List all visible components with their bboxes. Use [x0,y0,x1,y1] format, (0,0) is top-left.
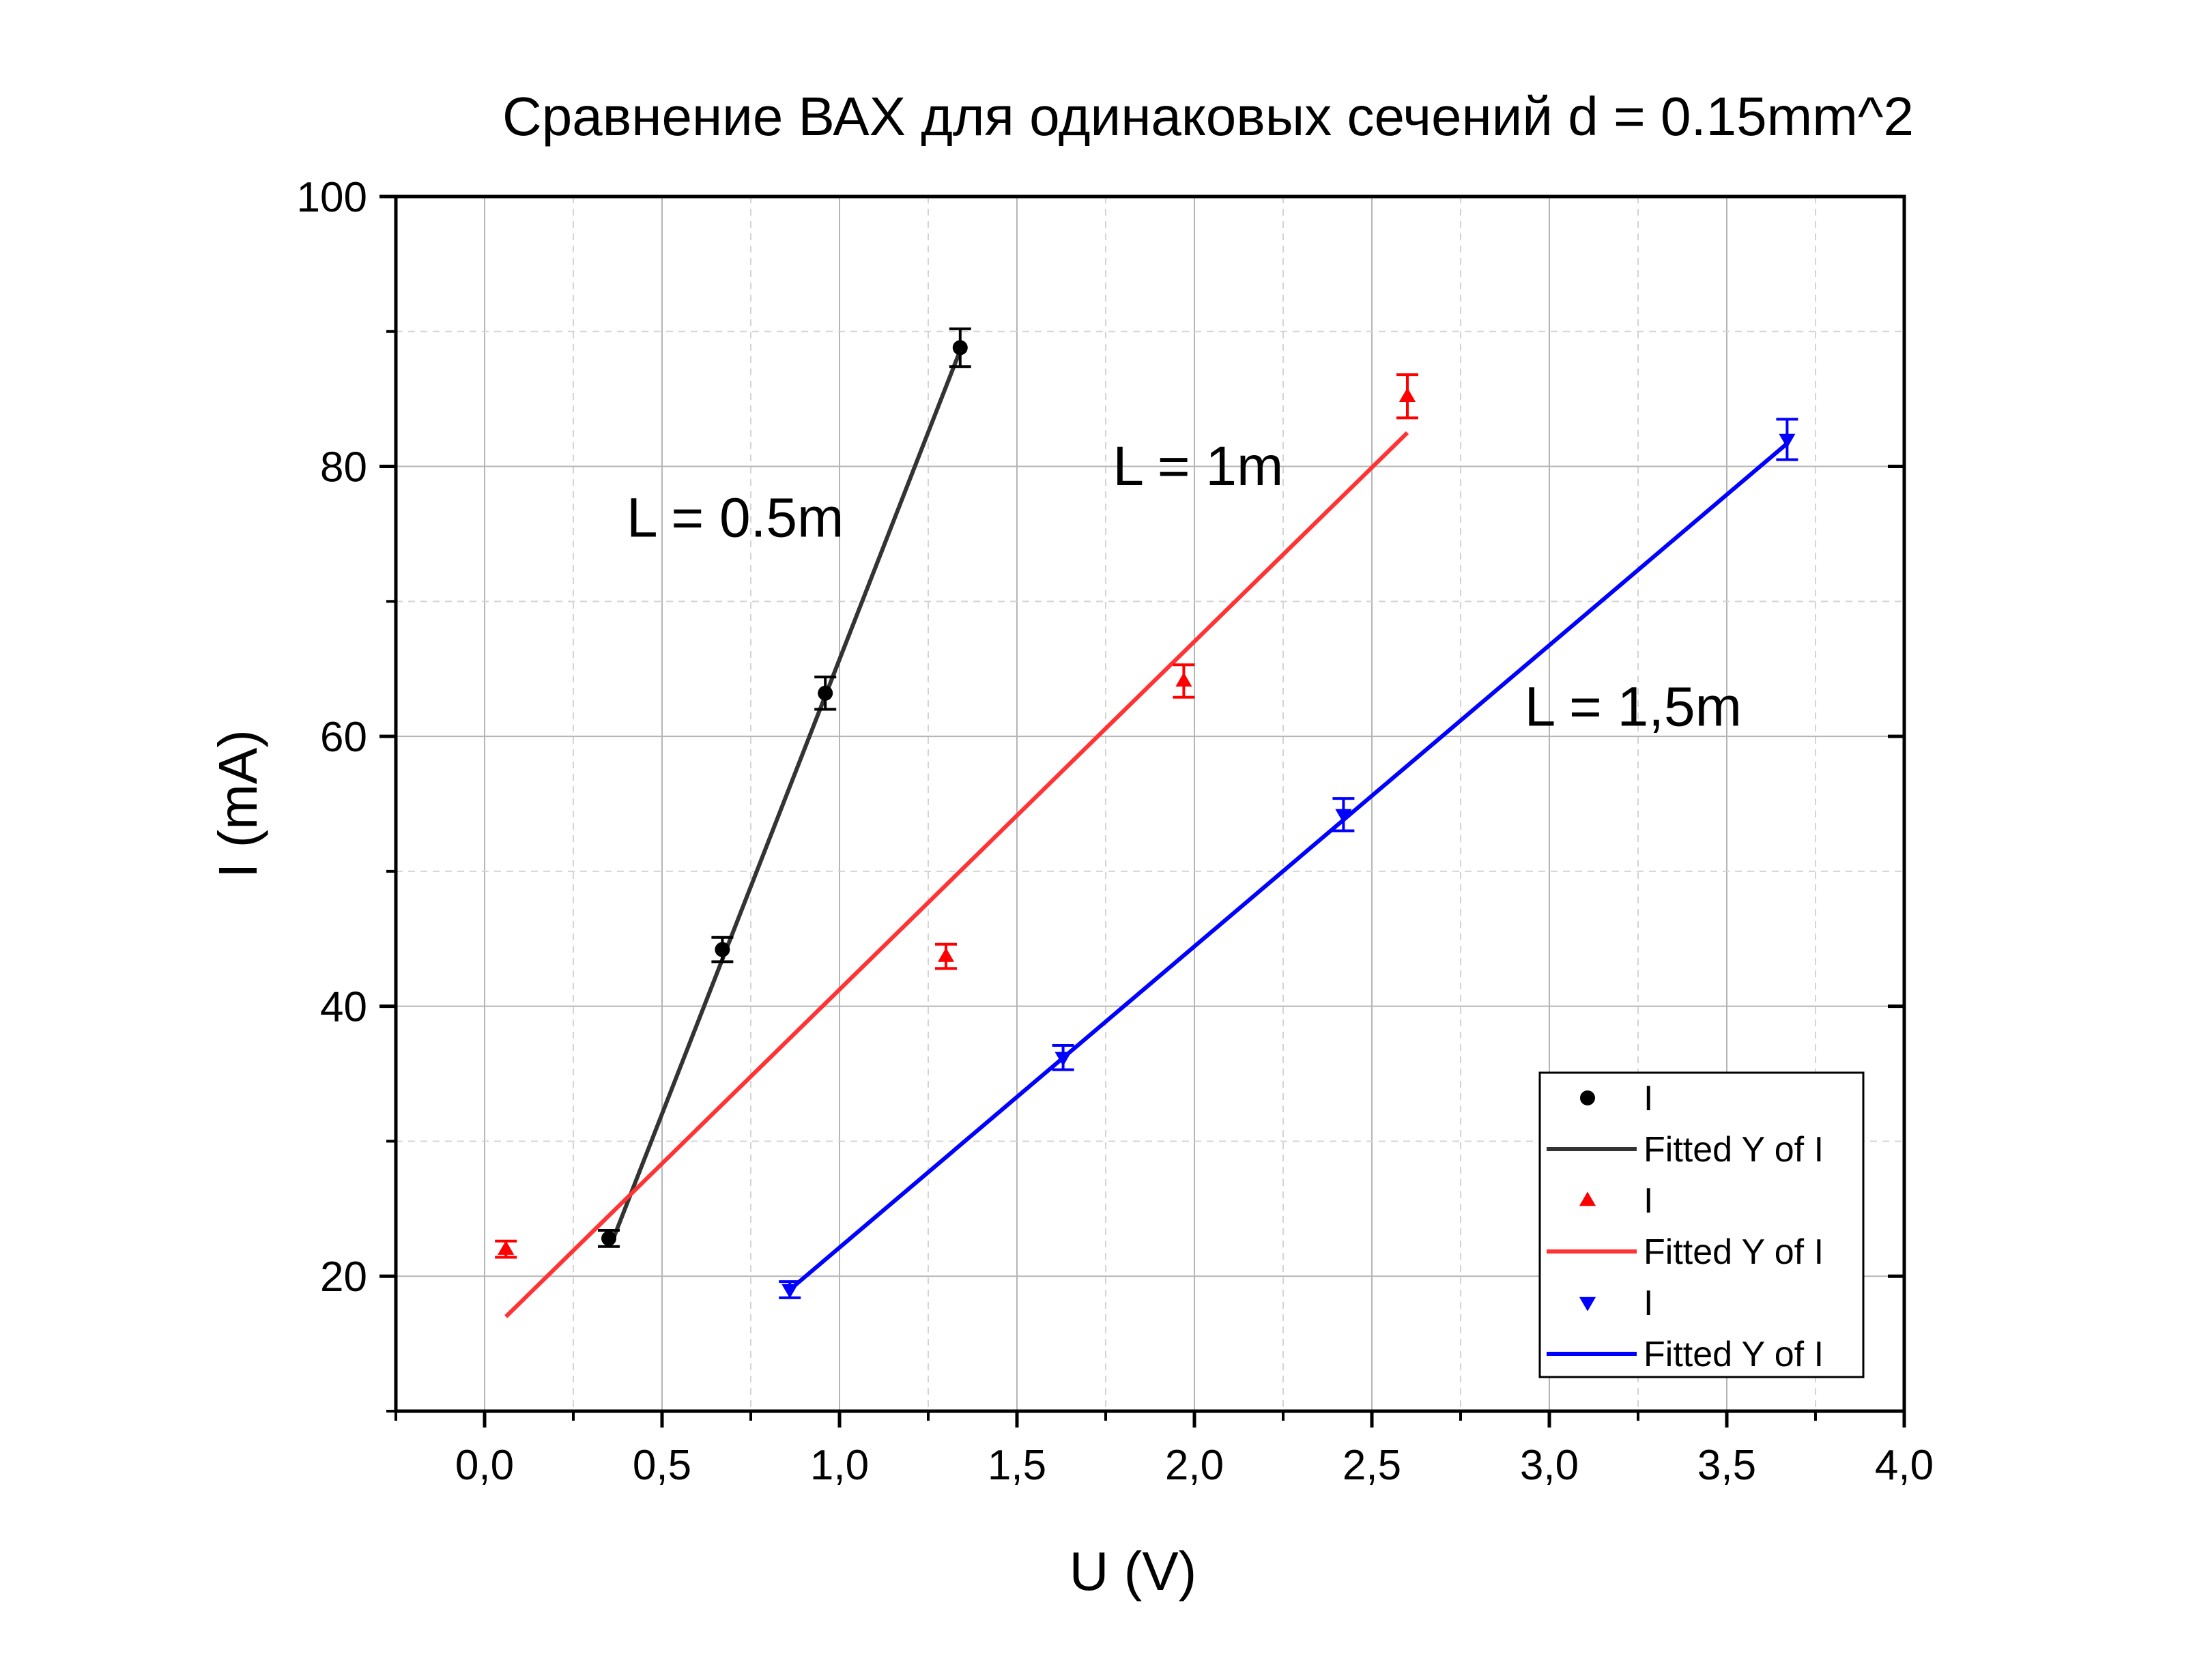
x-axis-label: U (V) [1070,1541,1197,1602]
data-point-series-1 [818,685,833,701]
data-point-series-1 [601,1230,616,1246]
x-tick-label: 2,0 [1165,1442,1224,1489]
fit-line-series-3 [788,441,1789,1292]
chart-title: Сравнение ВАХ для одинаковых сечений d =… [502,86,1914,147]
grid [396,197,1904,1411]
legend-marker-series-1 [1580,1090,1595,1105]
legend-marker-series-3 [1579,1297,1596,1312]
y-tick-label: 20 [320,1254,367,1301]
annotation-label: L = 1,5m [1525,676,1742,738]
x-tick-label: 1,0 [810,1442,869,1489]
data-point-series-3 [1335,809,1352,824]
y-tick-label: 40 [320,984,367,1031]
data-point-series-2 [1175,672,1192,687]
data-points [498,340,1796,1299]
axis-ticks: 0,0 0,5 1,0 1,5 2,0 2,5 3,0 3,5 4,0 20 40 60 80 100 [297,174,1934,1489]
annotation-label: L = 1m [1113,435,1283,497]
x-tick-label: 1,5 [988,1442,1046,1489]
x-tick-label: 0,0 [455,1442,514,1489]
x-tick-label: 2,5 [1343,1442,1401,1489]
data-point-series-1 [715,942,730,957]
fit-line-series-2 [504,431,1409,1318]
data-point-series-2 [1398,388,1416,402]
data-point-series-1 [952,340,968,356]
fit-line-series-1 [610,349,962,1242]
legend-label: I [1644,1079,1653,1118]
y-tick-label: 60 [320,714,367,761]
x-tick-label: 0,5 [633,1442,691,1489]
data-point-series-2 [937,947,955,962]
legend-label: I [1644,1284,1653,1323]
y-tick-label: 100 [297,174,367,221]
legend-label: Fitted Y of I [1644,1130,1824,1170]
data-point-series-3 [1055,1052,1072,1067]
data-point-series-2 [498,1241,515,1255]
plot-frame [394,194,1906,1413]
data-point-series-3 [1779,433,1796,448]
x-tick-label: 3,5 [1697,1442,1756,1489]
annotations: L = 0.5m L = 1m L = 1,5m [627,435,1742,738]
annotation-label: L = 0.5m [627,487,844,549]
legend-label: Fitted Y of I [1644,1232,1824,1272]
legend-marker-series-2 [1579,1191,1596,1206]
x-tick-label: 3,0 [1520,1442,1579,1489]
legend-label: Fitted Y of I [1644,1335,1824,1374]
y-tick-label: 80 [320,444,367,491]
data-point-series-3 [781,1284,799,1299]
y-axis-label: I (mA) [207,729,268,878]
legend: I Fitted Y of I I Fitted Y of I I Fitted Y of… [1538,1071,1865,1378]
legend-label: I [1644,1181,1653,1221]
legend-box [1538,1071,1865,1378]
x-tick-label: 4,0 [1875,1442,1934,1489]
fit-lines [504,349,1789,1318]
